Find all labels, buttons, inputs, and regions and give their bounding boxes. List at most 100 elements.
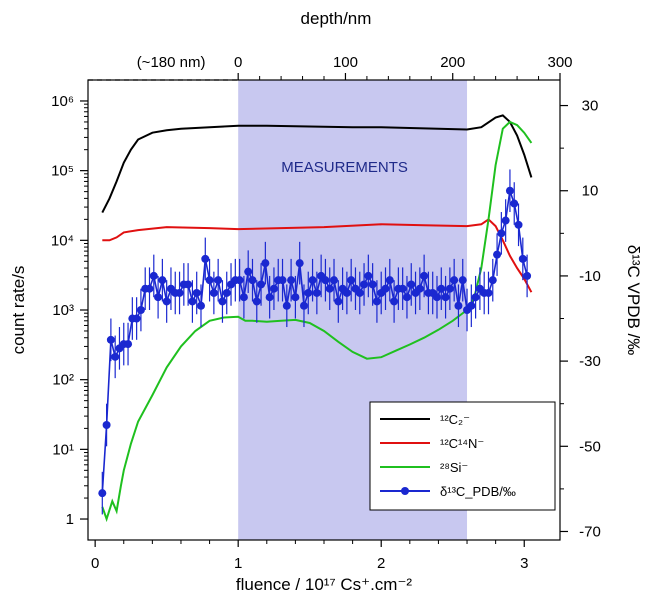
top-tick-label: 200 [440,54,465,71]
y-left-tick-label: 10⁴ [51,232,74,249]
data-point [458,276,467,285]
data-point [124,340,133,349]
legend-label-si: ²⁸Si⁻ [440,460,468,475]
data-point [407,280,416,289]
data-point [248,276,257,285]
y-right-tick-label: -70 [579,523,601,540]
data-point [291,293,300,302]
data-point [201,254,210,263]
data-point [330,276,339,285]
y-left-axis-title: count rate/s [9,266,28,355]
data-point [312,288,321,297]
data-point [235,276,244,285]
data-point [454,301,463,310]
y-right-tick-label: -10 [579,268,601,285]
data-point [402,293,411,302]
data-point [360,280,369,289]
data-point [364,271,373,280]
data-point [510,199,519,208]
data-point [175,288,184,297]
y-right-tick-label: -30 [579,353,601,370]
legend-marker-delta [401,487,409,495]
data-point [158,276,167,285]
data-point [111,352,120,361]
data-point [222,288,231,297]
data-point [299,301,308,310]
data-point [471,293,480,302]
data-point [106,335,115,344]
data-point [257,280,266,289]
top-tick-label: 100 [333,54,358,71]
data-point [368,280,377,289]
data-point [432,293,441,302]
data-point [149,271,158,280]
y-left-tick-label: 10⁵ [51,163,74,180]
data-point [145,284,154,293]
data-point [372,297,381,306]
data-point [184,280,193,289]
y-right-tick-label: 30 [582,98,599,115]
x-tick-label: 0 [91,555,99,572]
data-point [188,297,197,306]
series-line-2 [101,120,533,523]
legend-label-cn: ¹²C¹⁴N⁻ [440,436,484,451]
data-point [505,186,514,195]
x-axis-title: fluence / 10¹⁷ Cs⁺.cm⁻² [236,575,413,594]
data-point [450,276,459,285]
x-tick-label: 2 [377,555,385,572]
y-left-tick-label: 10⁶ [51,93,74,110]
data-point [484,288,493,297]
data-point [244,267,253,276]
legend: ¹²C₂⁻ ¹²C¹⁴N⁻ ²⁸Si⁻ δ¹³C_PDB/‰ [369,401,556,511]
y-left-tick-label: 10² [52,372,74,389]
data-point [218,297,227,306]
data-point [497,229,506,238]
data-point [347,276,356,285]
data-point [196,301,205,310]
data-point [385,276,394,285]
data-point [287,276,296,285]
measurements-label: MEASUREMENTS [281,159,408,176]
data-point [518,254,527,263]
data-point [493,250,502,259]
data-point [214,276,223,285]
data-point [467,301,476,310]
series-group [98,114,533,523]
data-point [501,216,510,225]
y-left-tick-label: 10³ [52,302,74,319]
data-point [261,259,270,268]
data-point [321,276,330,285]
data-point [278,276,287,285]
data-point [420,271,429,280]
data-point [355,288,364,297]
data-point [523,271,532,280]
data-point [381,284,390,293]
series-line-0 [101,114,533,214]
data-point [514,220,523,229]
y-right-tick-label: -50 [579,438,601,455]
data-point [295,259,304,268]
data-point [304,288,313,297]
data-point [445,284,454,293]
data-point [390,297,399,306]
data-point [154,293,163,302]
data-point [192,288,201,297]
x-tick-label: 3 [520,555,528,572]
y-right-axis-title: δ¹³C VPDB /‰ [624,245,643,356]
data-point [102,421,111,429]
series-line-1 [102,218,533,293]
data-point [239,293,248,302]
y-left-tick-label: 10¹ [52,441,74,458]
data-point [308,276,317,285]
data-point [269,284,278,293]
data-point [441,293,450,302]
y-right-tick-label: 10 [582,183,599,200]
data-point [132,314,141,323]
data-point [136,306,145,314]
top-axis-title: depth/nm [301,9,372,28]
data-point [98,489,107,498]
data-point [415,284,424,293]
x-tick-label: 1 [234,555,242,572]
